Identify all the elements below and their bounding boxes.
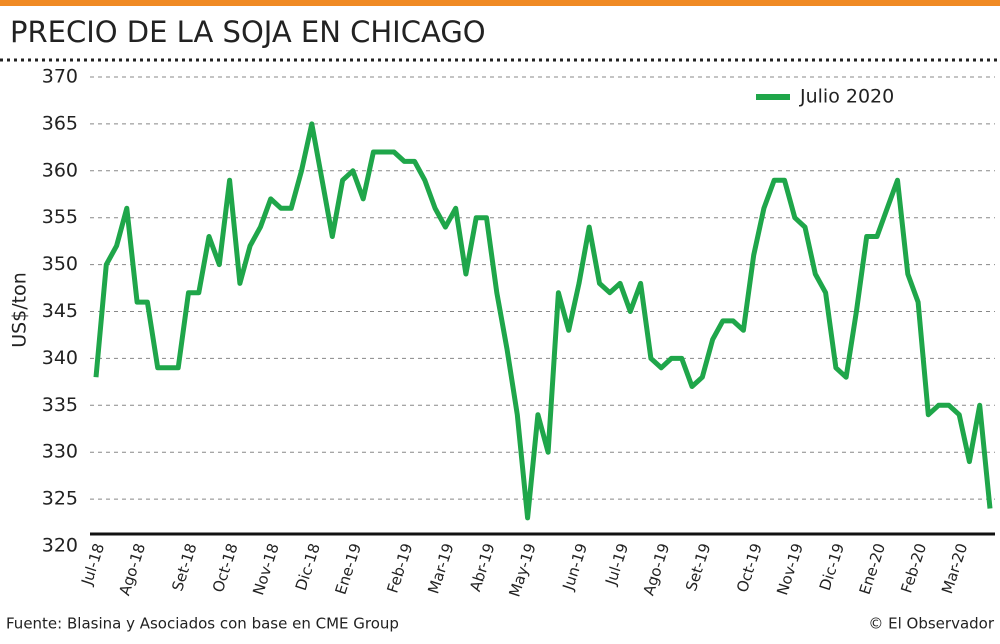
x-tick-label: May-19 [505,541,539,599]
x-tick-label: Set-19 [682,541,714,593]
x-tick-label: Mar-20 [938,541,971,596]
y-tick-label: 320 [42,535,78,557]
y-tick-label: 325 [42,488,78,510]
x-tick-label: Dic-19 [816,541,848,593]
x-tick-label: Jul-19 [602,541,633,588]
y-tick-label: 330 [42,441,78,463]
y-tick-label: 340 [42,347,78,369]
y-tick-label: 370 [42,66,78,88]
source: Fuente: Blasina y Asociados con base en … [6,615,399,633]
x-tick-label: Set-18 [168,541,200,593]
x-tick-label: Dic-18 [292,541,324,593]
legend-label: Julio 2020 [799,86,894,108]
x-tick-label: Nov-18 [249,541,283,597]
y-axis-label: US$/ton [9,272,31,348]
y-tick-label: 365 [42,112,78,134]
y-tick-label: 345 [42,300,78,322]
y-tick-label: 350 [42,253,78,275]
x-tick-label: Oct-19 [733,541,766,595]
x-tick-label: Nov-19 [773,541,807,597]
x-tick-label: Ago-18 [115,541,149,598]
top-bar [0,0,1000,6]
x-tick-label: Jul-18 [77,541,108,588]
x-tick-label: Ene-19 [332,541,365,597]
y-tick-label: 360 [42,159,78,181]
x-tick-label: Feb-19 [383,541,416,595]
x-tick-label: Ago-19 [640,541,674,598]
chart-title: PRECIO DE LA SOJA EN CHICAGO [10,15,486,49]
x-tick-label: Abr-19 [466,541,498,594]
x-tick-label: Jun-19 [559,541,591,593]
y-tick-label: 355 [42,206,78,228]
x-tick-label: Mar-19 [424,541,457,596]
y-tick-label: 335 [42,394,78,416]
x-tick-label: Ene-20 [856,541,889,597]
x-tick-label: Feb-20 [897,541,930,595]
x-tick-label: Oct-18 [209,541,242,595]
data-line [93,121,993,521]
credit: © El Observador [868,615,994,633]
